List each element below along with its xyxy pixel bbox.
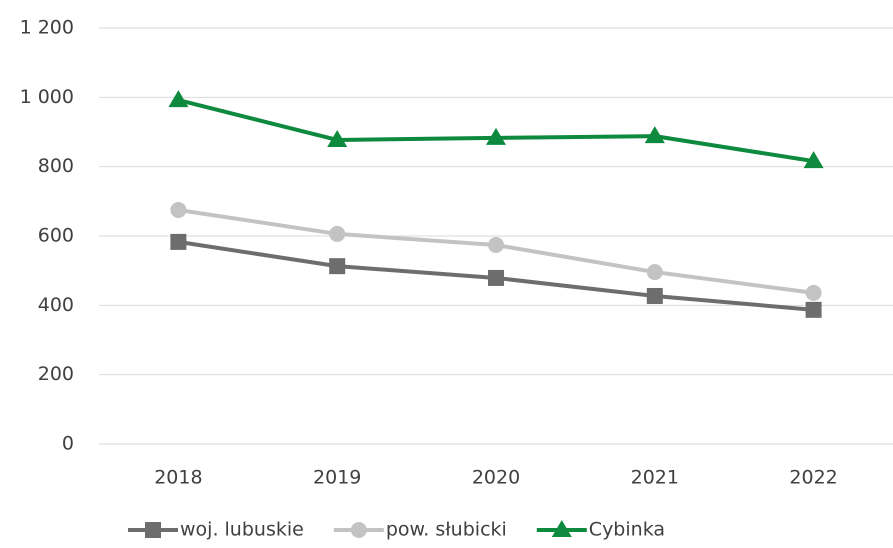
data-point xyxy=(805,301,822,318)
data-point xyxy=(329,258,346,275)
y-tick-label: 200 xyxy=(38,363,74,385)
data-point xyxy=(329,225,346,242)
x-tick-label: 2018 xyxy=(154,467,202,489)
data-point xyxy=(170,202,187,218)
data-point xyxy=(646,264,663,281)
legend-label: pow. słubicki xyxy=(386,519,507,541)
legend-marker xyxy=(350,522,367,538)
y-tick-label: 0 xyxy=(62,433,74,455)
y-tick-label: 400 xyxy=(38,294,74,316)
y-tick-label: 800 xyxy=(38,155,74,177)
data-point xyxy=(803,151,824,169)
data-point xyxy=(805,284,822,301)
data-point xyxy=(327,129,348,147)
data-point xyxy=(168,90,189,108)
data-point xyxy=(488,237,504,254)
x-tick-label: 2020 xyxy=(472,467,520,489)
legend-marker xyxy=(145,522,161,538)
data-point xyxy=(644,126,665,144)
y-tick-label: 1 000 xyxy=(20,86,74,108)
y-tick-label: 1 200 xyxy=(20,17,74,39)
x-tick-label: 2022 xyxy=(789,467,837,489)
x-tick-label: 2021 xyxy=(631,467,679,489)
legend-label: Cybinka xyxy=(589,519,665,541)
data-point xyxy=(486,127,506,145)
data-point xyxy=(170,233,187,250)
legend-marker xyxy=(551,520,572,537)
data-point xyxy=(488,269,504,286)
x-tick-label: 2019 xyxy=(313,467,361,489)
y-tick-label: 600 xyxy=(38,225,74,247)
legend-label: woj. lubuskie xyxy=(180,519,304,541)
data-point xyxy=(646,287,663,304)
